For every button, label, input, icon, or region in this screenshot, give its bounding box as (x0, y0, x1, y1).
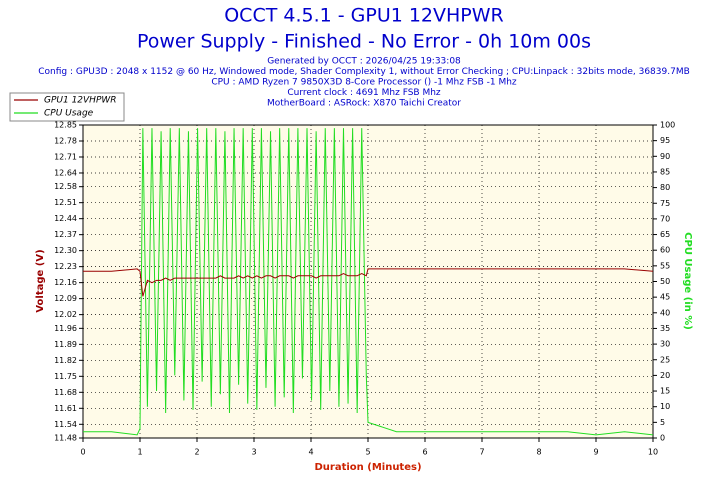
y2-tick-label: 25 (660, 355, 670, 364)
y2-tick-label: 0 (660, 434, 665, 443)
y2-tick-label: 20 (660, 371, 670, 380)
y2-tick-label: 100 (660, 121, 675, 130)
x-tick-label: 7 (479, 448, 484, 457)
y2-tick-label: 40 (660, 308, 670, 317)
y-tick-label: 12.58 (54, 182, 77, 191)
y2-axis-label: CPU Usage (in %) (682, 232, 693, 330)
y2-tick-label: 35 (660, 324, 670, 333)
y2-tick-label: 60 (660, 246, 670, 255)
x-tick-label: 3 (251, 448, 256, 457)
y-tick-label: 11.68 (54, 388, 77, 397)
y-tick-label: 12.78 (54, 136, 77, 145)
y-tick-label: 12.16 (54, 278, 77, 287)
x-tick-label: 1 (137, 448, 142, 457)
chart-title: OCCT 4.5.1 - GPU1 12VHPWR (224, 5, 504, 27)
y2-tick-label: 15 (660, 387, 670, 396)
y-tick-label: 11.89 (54, 340, 77, 349)
x-tick-label: 5 (365, 448, 370, 457)
y-tick-label: 12.51 (54, 198, 77, 207)
y-tick-label: 12.85 (54, 121, 77, 130)
legend (9, 92, 125, 122)
y2-tick-label: 5 (660, 418, 665, 427)
chart-subtitle: Power Supply - Finished - No Error - 0h … (137, 31, 591, 53)
info-line: CPU : AMD Ryzen 7 9850X3D 8-Core Process… (211, 78, 517, 88)
x-tick-label: 0 (80, 448, 85, 457)
x-tick-label: 4 (308, 448, 313, 457)
y-tick-label: 12.02 (54, 310, 77, 319)
y2-tick-label: 10 (660, 402, 670, 411)
x-tick-label: 9 (593, 448, 598, 457)
x-tick-label: 6 (422, 448, 427, 457)
y2-tick-label: 30 (660, 340, 670, 349)
info-line: Generated by OCCT : 2026/04/25 19:33:08 (267, 57, 461, 67)
y-tick-label: 11.48 (54, 434, 77, 443)
y-axis-label: Voltage (V) (35, 249, 46, 312)
x-tick-label: 10 (648, 448, 658, 457)
info-line: MotherBoard : ASRock: X870 Taichi Creato… (267, 99, 461, 109)
series-line (83, 128, 654, 436)
y-tick-label: 11.82 (54, 356, 77, 365)
series-line (83, 268, 654, 297)
y2-tick-label: 95 (660, 136, 670, 145)
x-tick-label: 2 (194, 448, 199, 457)
y2-tick-label: 85 (660, 167, 670, 176)
y-tick-label: 11.96 (54, 324, 77, 333)
y-tick-label: 12.30 (54, 246, 77, 255)
x-axis-label: Duration (Minutes) (314, 462, 421, 473)
y2-tick-label: 80 (660, 183, 670, 192)
y2-tick-label: 65 (660, 230, 670, 239)
x-tick-label: 8 (536, 448, 541, 457)
y-tick-label: 12.71 (54, 152, 77, 161)
y2-tick-label: 55 (660, 261, 670, 270)
y-tick-label: 11.54 (54, 420, 77, 429)
y-tick-label: 12.37 (54, 230, 77, 239)
y2-tick-label: 70 (660, 214, 670, 223)
info-line: Config : GPU3D : 2048 x 1152 @ 60 Hz, Wi… (38, 67, 690, 77)
legend-label: CPU Usage (44, 109, 94, 119)
y2-tick-label: 50 (660, 277, 670, 286)
y-tick-label: 12.23 (54, 262, 77, 271)
y-tick-label: 11.61 (54, 404, 77, 413)
y2-tick-label: 45 (660, 293, 670, 302)
y-tick-label: 12.09 (54, 294, 77, 303)
y-tick-label: 12.44 (54, 214, 77, 223)
y2-tick-label: 90 (660, 152, 670, 161)
legend-label: GPU1 12VHPWR (44, 96, 117, 106)
y2-tick-label: 75 (660, 199, 670, 208)
y-tick-label: 12.64 (54, 168, 77, 177)
info-line: Current clock : 4691 Mhz FSB Mhz (287, 88, 441, 98)
y-tick-label: 11.75 (54, 372, 77, 381)
